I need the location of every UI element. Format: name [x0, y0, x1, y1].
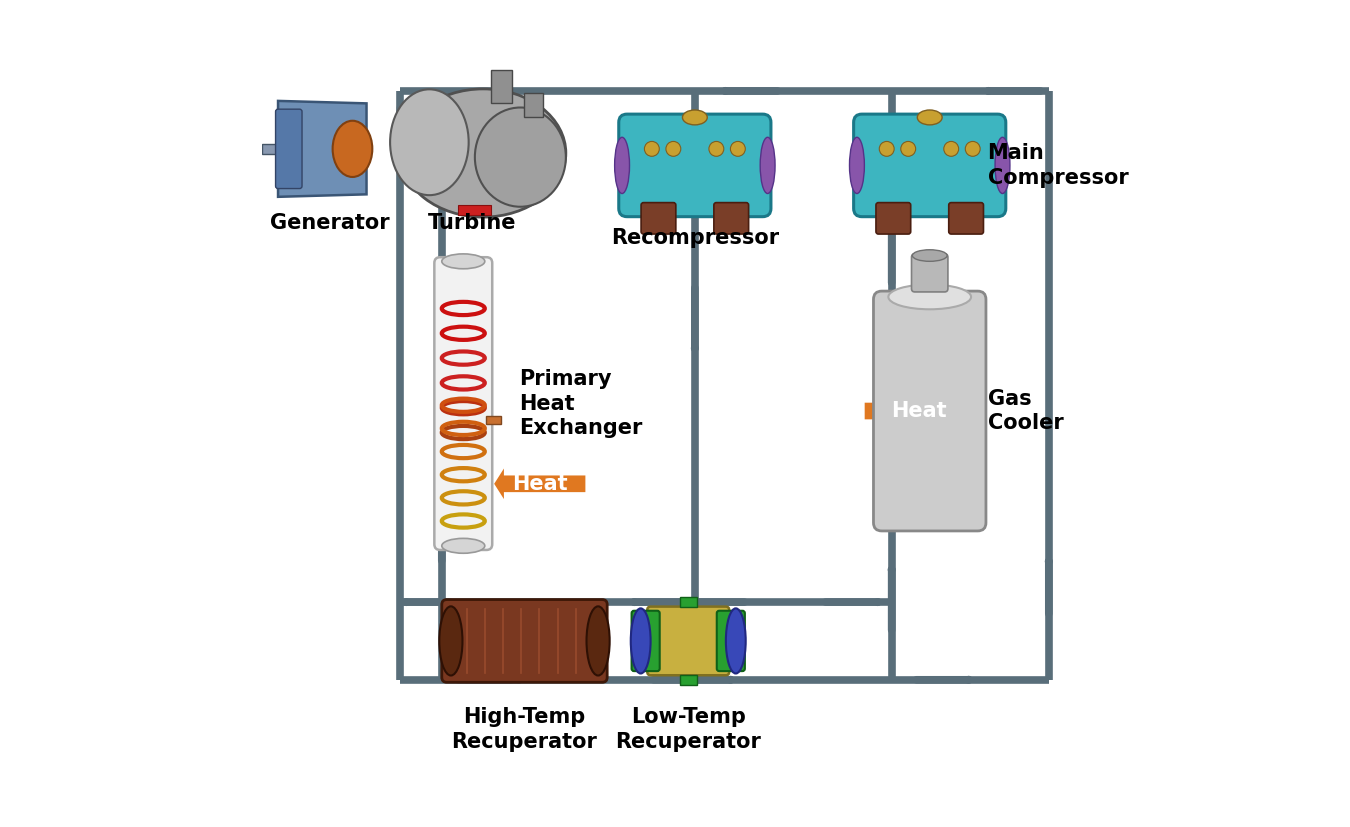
FancyBboxPatch shape: [435, 257, 493, 550]
Circle shape: [709, 141, 724, 156]
FancyBboxPatch shape: [441, 600, 608, 682]
Ellipse shape: [439, 606, 463, 676]
Circle shape: [644, 141, 659, 156]
Text: Primary
Heat
Exchanger: Primary Heat Exchanger: [520, 369, 643, 438]
FancyBboxPatch shape: [714, 203, 749, 234]
FancyBboxPatch shape: [647, 607, 729, 675]
Text: Generator: Generator: [270, 213, 389, 233]
FancyBboxPatch shape: [876, 203, 911, 234]
Circle shape: [900, 141, 915, 156]
FancyBboxPatch shape: [911, 254, 948, 292]
Text: High-Temp
Recuperator: High-Temp Recuperator: [451, 707, 598, 752]
Circle shape: [944, 141, 958, 156]
Ellipse shape: [390, 89, 468, 195]
FancyBboxPatch shape: [853, 114, 1006, 217]
Polygon shape: [278, 101, 367, 197]
Bar: [459, 205, 491, 215]
Text: Low-Temp
Recuperator: Low-Temp Recuperator: [616, 707, 761, 752]
Bar: [680, 675, 697, 685]
FancyBboxPatch shape: [632, 610, 660, 672]
Ellipse shape: [614, 137, 629, 194]
FancyBboxPatch shape: [618, 114, 771, 217]
Ellipse shape: [401, 89, 566, 217]
Ellipse shape: [332, 121, 373, 177]
Ellipse shape: [586, 606, 610, 676]
Circle shape: [666, 141, 680, 156]
FancyBboxPatch shape: [949, 203, 983, 234]
Circle shape: [730, 141, 745, 156]
Text: Heat: Heat: [512, 474, 567, 494]
Ellipse shape: [995, 137, 1010, 194]
Ellipse shape: [849, 137, 864, 194]
Ellipse shape: [683, 110, 707, 125]
Ellipse shape: [475, 108, 566, 207]
Circle shape: [879, 141, 894, 156]
Ellipse shape: [760, 137, 775, 194]
FancyBboxPatch shape: [717, 610, 745, 672]
Ellipse shape: [913, 250, 948, 261]
Ellipse shape: [441, 254, 485, 269]
FancyBboxPatch shape: [873, 291, 986, 531]
Bar: [525, 93, 543, 117]
Bar: [680, 597, 697, 607]
Ellipse shape: [917, 110, 942, 125]
Text: Gas
Cooler: Gas Cooler: [988, 389, 1064, 433]
FancyBboxPatch shape: [275, 109, 302, 189]
Ellipse shape: [726, 609, 745, 673]
Circle shape: [965, 141, 980, 156]
Ellipse shape: [888, 284, 971, 309]
Text: Main
Compressor: Main Compressor: [988, 143, 1129, 188]
FancyBboxPatch shape: [641, 203, 676, 234]
Ellipse shape: [630, 609, 651, 673]
Text: Heat: Heat: [891, 401, 946, 421]
Ellipse shape: [441, 538, 485, 553]
Text: Turbine: Turbine: [428, 213, 517, 233]
Bar: [486, 416, 501, 424]
Bar: [491, 70, 512, 103]
Bar: [262, 144, 281, 154]
Text: Recompressor: Recompressor: [610, 228, 779, 248]
